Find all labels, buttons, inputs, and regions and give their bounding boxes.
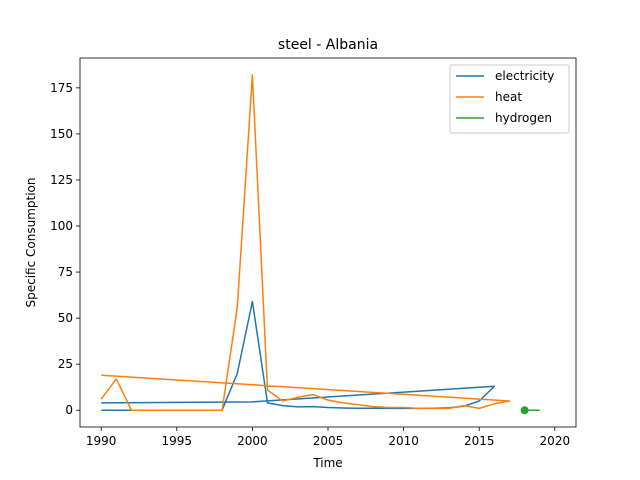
y-tick-label: 0 [65,403,73,417]
y-tick-label: 50 [58,311,73,325]
legend-label-hydrogen: hydrogen [495,111,552,125]
x-tick-label: 2005 [313,434,344,448]
axis-ticks: 1990 1995 2000 2005 2010 2015 2020 0 25 50 75 100 12… [50,81,570,448]
y-tick-label: 100 [50,219,73,233]
x-tick-label: 1995 [162,434,193,448]
x-axis-label: Time [312,456,342,470]
x-tick-label: 2010 [388,434,419,448]
legend-label-electricity: electricity [495,69,554,83]
series-line-heat [100,74,511,411]
plot-area [100,74,540,415]
x-tick-label: 2000 [237,434,268,448]
chart-title: steel - Albania [278,37,378,53]
legend-box [449,64,570,134]
legend: electricity heat hydrogen [449,64,570,134]
y-axis-label: Specific Consumption [24,178,38,308]
y-tick-label: 75 [58,265,73,279]
y-tick-label: 150 [50,127,73,141]
y-tick-label: 25 [58,357,73,371]
legend-label-heat: heat [495,90,522,104]
y-tick-label: 175 [50,81,73,95]
x-tick-label: 2015 [464,434,495,448]
x-tick-label: 1990 [86,434,117,448]
x-tick-label: 2020 [540,434,571,448]
series-point-hydrogen [520,406,529,415]
y-tick-label: 125 [50,173,73,187]
